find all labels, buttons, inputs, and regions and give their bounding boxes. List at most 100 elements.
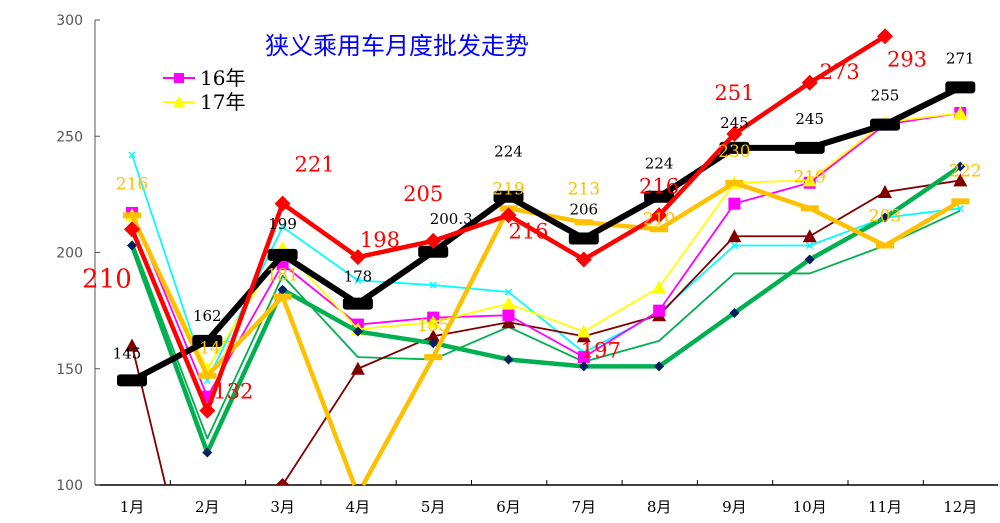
data-point — [275, 478, 290, 485]
data-point — [279, 223, 287, 231]
data-label: 224 — [494, 143, 523, 161]
x-tick-label: 11月 — [868, 498, 902, 516]
data-point — [575, 251, 592, 268]
data-label: 210 — [643, 209, 675, 229]
data-point — [125, 338, 139, 352]
data-label: 216 — [508, 219, 548, 243]
data-point — [877, 28, 893, 45]
data-point — [945, 81, 976, 94]
data-point — [802, 229, 817, 243]
series-line-0 — [131, 209, 961, 440]
data-point — [576, 324, 591, 338]
data-point — [277, 284, 288, 295]
data-point — [953, 106, 968, 119]
series-line-5 — [129, 164, 962, 455]
data-point — [493, 190, 524, 203]
data-point — [349, 249, 366, 266]
data-point — [128, 151, 136, 159]
data-point — [504, 288, 513, 296]
data-label: 273 — [820, 60, 860, 84]
data-label: 197 — [581, 338, 621, 362]
data-point — [878, 185, 892, 199]
data-point — [426, 329, 441, 343]
data-point — [426, 315, 441, 329]
x-tick-label: 1月 — [120, 498, 145, 516]
data-point — [503, 354, 514, 365]
data-point — [801, 74, 818, 91]
data-point — [429, 281, 437, 289]
data-point — [953, 173, 968, 187]
y-tick-label: 150 — [56, 362, 83, 378]
data-point — [794, 141, 825, 154]
data-label: 145 — [113, 344, 142, 362]
data-point — [726, 125, 743, 142]
x-tick-label: 4月 — [346, 498, 371, 516]
data-point — [804, 254, 815, 265]
data-label: 221 — [295, 153, 335, 177]
data-label: 181 — [266, 266, 298, 286]
data-label: 230 — [718, 142, 750, 162]
data-label: 245 — [720, 114, 749, 132]
y-tick-label: 250 — [56, 129, 83, 145]
data-point — [956, 204, 964, 212]
data-label: 210 — [82, 264, 132, 294]
data-point — [800, 205, 819, 212]
data-point — [198, 372, 217, 379]
data-point — [880, 212, 890, 223]
data-point — [274, 195, 291, 212]
y-tick-label: 200 — [56, 246, 83, 262]
x-tick-label: 5月 — [421, 498, 446, 516]
data-point — [501, 315, 516, 329]
x-tick-label: 12月 — [943, 498, 977, 516]
series-line-3 — [131, 112, 961, 398]
data-label: 213 — [568, 179, 600, 199]
data-label: 216 — [639, 174, 679, 198]
data-point — [654, 361, 665, 372]
data-point — [728, 197, 741, 210]
data-point — [424, 354, 443, 361]
data-point — [725, 179, 744, 186]
data-label: 132 — [213, 380, 253, 404]
data-label: 199 — [268, 215, 297, 233]
data-label: 271 — [946, 49, 975, 67]
data-label: 155 — [417, 316, 449, 336]
data-label: 178 — [344, 268, 373, 286]
data-point — [199, 402, 216, 419]
y-tick-label: 300 — [56, 13, 83, 29]
data-point — [124, 221, 140, 238]
data-point — [418, 245, 449, 258]
x-tick-label: 8月 — [647, 498, 672, 516]
data-point — [267, 248, 298, 261]
data-label: 205 — [403, 182, 443, 206]
data-point — [127, 240, 137, 251]
data-label: 206 — [569, 201, 598, 219]
data-point — [568, 232, 599, 245]
data-point — [425, 232, 442, 249]
data-point — [574, 219, 593, 226]
data-point — [350, 361, 365, 375]
data-label: 200.3 — [430, 210, 473, 228]
legend-item-17: 17年 — [163, 90, 245, 114]
data-point — [342, 297, 373, 310]
x-tick-label: 6月 — [496, 498, 521, 516]
series-line-2 — [131, 179, 961, 486]
data-label: 219 — [492, 179, 524, 199]
data-point — [578, 361, 589, 372]
data-label: 162 — [193, 307, 222, 325]
data-point — [806, 241, 814, 250]
data-labels: 216 147 181 155 219 213 210 230 219 203 222 145 162 1… — [82, 47, 981, 403]
data-label: 293 — [887, 47, 927, 71]
data-label: 245 — [795, 110, 824, 128]
data-label: 219 — [793, 167, 825, 187]
legend: 16年 17年 — [163, 66, 245, 114]
series-lines — [117, 28, 976, 487]
data-point — [428, 338, 439, 349]
data-point — [651, 207, 668, 224]
data-point — [273, 293, 292, 300]
data-label: 251 — [714, 81, 754, 105]
data-label: 147 — [199, 339, 231, 359]
data-label: 255 — [871, 87, 900, 105]
x-tick-label: 10月 — [793, 498, 827, 516]
square-marker-icon — [174, 73, 184, 83]
